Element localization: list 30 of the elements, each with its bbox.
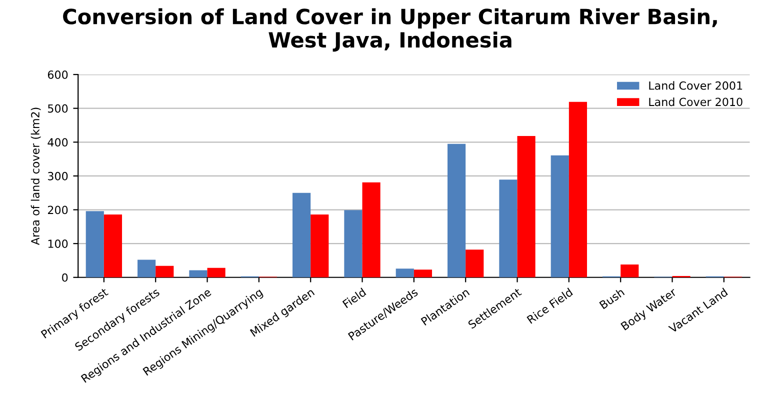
y-tick-label: 400 <box>48 138 68 147</box>
y-tick-label: 300 <box>48 172 68 180</box>
chart-title: Conversion of Land Cover in Upper Citarum River Basin, West Java, Indonesia <box>63 8 717 52</box>
bar <box>620 264 639 278</box>
y-tick-label: 600 <box>48 70 68 79</box>
y-tick-label: 200 <box>48 206 68 214</box>
bar <box>499 180 518 278</box>
bar <box>292 192 311 278</box>
bar <box>362 182 380 278</box>
bar <box>189 270 208 278</box>
y-tick-label: 500 <box>48 104 68 113</box>
bar <box>86 211 104 278</box>
bar <box>344 210 362 278</box>
y-tick-label: 100 <box>48 240 68 248</box>
y-tick-label: 0 <box>62 273 68 282</box>
y-axis-title: Area of land cover (km2) <box>30 108 41 245</box>
bar <box>550 155 569 278</box>
legend-label: Land Cover 2001 <box>649 81 742 90</box>
bar <box>466 250 484 278</box>
bar <box>568 102 588 278</box>
bar <box>104 214 122 278</box>
bar <box>448 144 466 278</box>
bar <box>414 270 432 278</box>
bar <box>310 214 329 278</box>
bar <box>138 260 156 278</box>
bar <box>396 268 414 278</box>
legend-label: Land Cover 2010 <box>649 97 742 106</box>
bar <box>156 266 174 278</box>
bar <box>207 268 226 278</box>
bar <box>517 136 536 278</box>
